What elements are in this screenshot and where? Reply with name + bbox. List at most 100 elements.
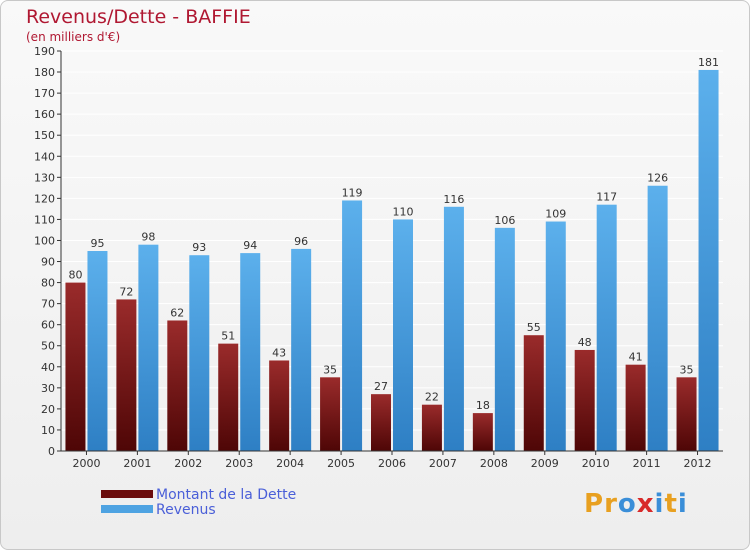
dette-bar [676, 377, 697, 451]
chart-title: Revenus/Dette - BAFFIE [26, 6, 251, 28]
dette-bar [65, 282, 86, 451]
x-tick-label: 2005 [327, 457, 355, 470]
legend-swatch-revenus [101, 505, 153, 513]
chart-subtitle: (en milliers d'€) [26, 30, 121, 44]
x-tick-label: 2003 [225, 457, 253, 470]
revenus-bar [596, 204, 617, 451]
revenus-bar [87, 251, 108, 451]
x-tick-label: 2008 [480, 457, 508, 470]
value-labels: 80 95 72 98 62 93 51 94 43 96 35 119 27 110 22 116 18 106… [68, 56, 719, 412]
data-label: 72 [119, 285, 133, 298]
x-tick-label: 2012 [684, 457, 712, 470]
data-label: 62 [170, 306, 184, 319]
dette-bar [472, 413, 493, 451]
y-tick-label: 100 [34, 234, 55, 247]
data-label: 48 [578, 336, 592, 349]
y-tick-label: 120 [34, 192, 55, 205]
y-tick-label: 160 [34, 108, 55, 121]
y-tick-label: 40 [41, 361, 55, 374]
y-tick-label: 110 [34, 213, 55, 226]
revenus-bar [189, 255, 210, 451]
data-label: 116 [443, 193, 464, 206]
y-tick-label: 140 [34, 150, 55, 163]
dette-bar [269, 360, 290, 451]
x-tick-label: 2006 [378, 457, 406, 470]
data-label: 35 [680, 363, 694, 376]
logo-letter: t [664, 489, 678, 519]
x-tick-label: 2004 [276, 457, 304, 470]
dette-bar [371, 394, 391, 451]
dette-bar [218, 343, 239, 451]
revenus-bar [545, 221, 566, 451]
logo-letter: P [584, 489, 605, 519]
data-label: 110 [393, 205, 414, 218]
y-tick-label: 30 [41, 382, 55, 395]
revenus-bar [647, 185, 668, 451]
y-tick-label: 0 [48, 445, 55, 458]
data-label: 93 [192, 241, 206, 254]
dette-bar [625, 364, 646, 451]
data-label: 119 [342, 186, 363, 199]
axes: 0 10 20 30 40 50 60 70 80 90 100 110 120 130 140 150 160… [34, 45, 723, 470]
y-tick-label: 20 [41, 403, 55, 416]
data-label: 41 [629, 351, 643, 364]
y-tick-label: 80 [41, 277, 55, 290]
legend-label-revenus: Revenus [156, 502, 216, 518]
logo-letter: x [636, 489, 655, 519]
data-label: 117 [596, 191, 617, 204]
data-label: 98 [141, 231, 155, 244]
x-tick-label: 2011 [633, 457, 661, 470]
dette-bar [574, 349, 595, 451]
data-label: 126 [647, 172, 668, 185]
data-label: 106 [494, 214, 515, 227]
y-tick-label: 130 [34, 171, 55, 184]
logo-letter: i [654, 489, 665, 519]
data-label: 18 [476, 399, 490, 412]
data-label: 94 [243, 239, 257, 252]
x-tick-label: 2002 [174, 457, 202, 470]
data-label: 43 [272, 346, 286, 359]
data-label: 181 [698, 56, 719, 69]
dette-bar [523, 335, 544, 451]
x-tick-label: 2010 [582, 457, 610, 470]
revenus-bar [291, 248, 312, 451]
data-label: 27 [374, 380, 388, 393]
y-tick-label: 150 [34, 129, 55, 142]
data-label: 51 [221, 330, 235, 343]
dette-bar [320, 377, 341, 451]
y-tick-label: 50 [41, 340, 55, 353]
revenus-bar [698, 69, 719, 452]
revenus-bar [393, 219, 413, 451]
data-label: 55 [527, 321, 541, 334]
dette-bar [167, 320, 188, 451]
grid-lines [61, 50, 723, 431]
legend-label-dette: Montant de la Dette [156, 487, 297, 503]
logo-letter: o [617, 489, 637, 519]
y-tick-label: 90 [41, 256, 55, 269]
data-label: 22 [425, 391, 439, 404]
x-tick-label: 2007 [429, 457, 457, 470]
x-tick-label: 2000 [72, 457, 100, 470]
dette-bar [116, 299, 137, 451]
proxiti-logo: Proxiti [584, 489, 688, 519]
y-tick-label: 170 [34, 87, 55, 100]
logo-letter: r [604, 489, 618, 519]
data-label: 96 [294, 235, 308, 248]
revenus-bar [240, 253, 261, 451]
legend-swatch-dette [101, 490, 153, 498]
data-label: 35 [323, 363, 337, 376]
revenus-bar [342, 200, 363, 451]
revenus-bar [494, 227, 515, 451]
revenus-bar [138, 244, 159, 451]
data-label: 95 [90, 237, 104, 250]
y-tick-label: 180 [34, 66, 55, 79]
y-tick-label: 60 [41, 319, 55, 332]
x-tick-label: 2009 [531, 457, 559, 470]
bars [65, 69, 719, 452]
y-tick-label: 10 [41, 424, 55, 437]
logo-letter: i [677, 489, 688, 519]
data-label: 109 [545, 208, 566, 221]
data-label: 80 [68, 269, 82, 282]
